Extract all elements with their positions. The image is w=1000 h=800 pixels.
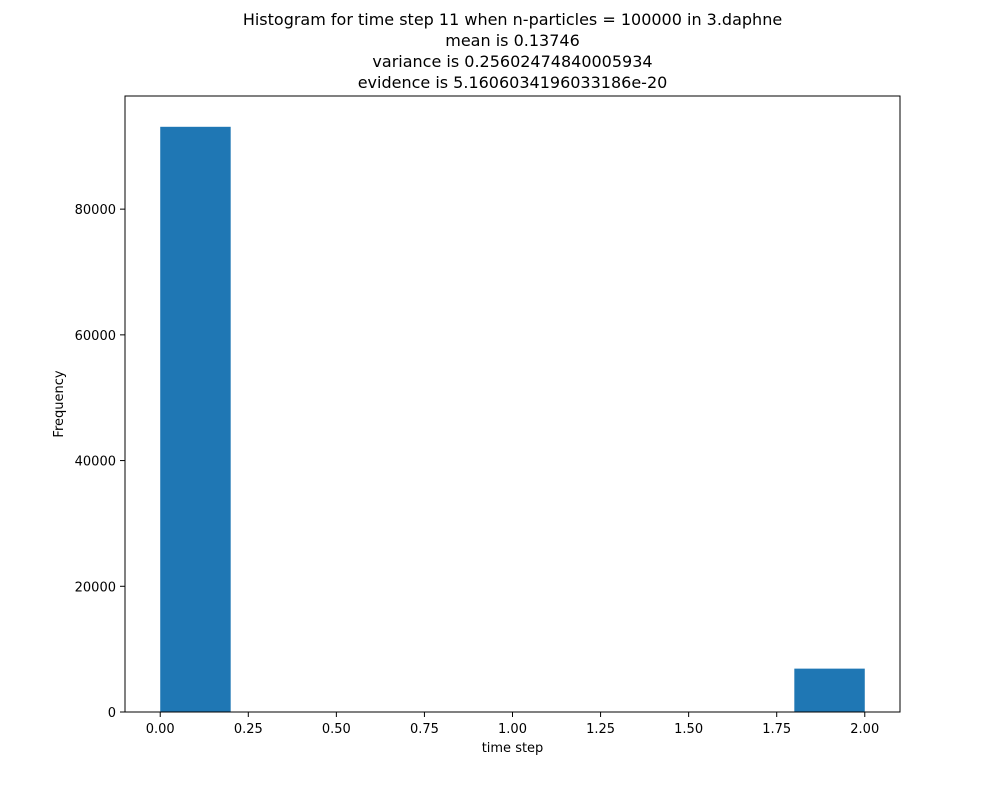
title-line: Histogram for time step 11 when n-partic… <box>243 10 782 29</box>
x-axis-label: time step <box>482 741 544 756</box>
title-line: evidence is 5.1606034196033186e-20 <box>358 73 668 92</box>
y-tick-label: 0 <box>108 706 116 721</box>
x-tick-label: 2.00 <box>850 722 879 737</box>
histogram-bar <box>794 668 865 712</box>
y-axis-label: Frequency <box>52 370 67 437</box>
y-tick-label: 20000 <box>75 580 116 595</box>
y-tick-label: 60000 <box>75 329 116 344</box>
x-tick-label: 1.50 <box>674 722 703 737</box>
y-tick-label: 80000 <box>75 203 116 218</box>
x-tick-label: 0.00 <box>146 722 175 737</box>
chart-title: Histogram for time step 11 when n-partic… <box>243 10 782 92</box>
y-axis: 0 20000 40000 60000 80000 <box>75 203 125 721</box>
x-tick-label: 0.50 <box>322 722 351 737</box>
title-line: mean is 0.13746 <box>445 31 580 50</box>
bars-group <box>160 126 865 713</box>
x-tick-label: 1.25 <box>586 722 615 737</box>
x-tick-label: 0.75 <box>410 722 439 737</box>
y-tick-label: 40000 <box>75 455 116 470</box>
x-axis: 0.00 0.25 0.50 0.75 1.00 1.25 1.50 1.75 2.00 <box>146 712 879 737</box>
histogram-bar <box>160 126 231 713</box>
title-line: variance is 0.25602474840005934 <box>372 52 652 71</box>
x-tick-label: 0.25 <box>234 722 263 737</box>
x-tick-label: 1.00 <box>498 722 527 737</box>
x-tick-label: 1.75 <box>762 722 791 737</box>
plot-frame <box>124 95 901 713</box>
